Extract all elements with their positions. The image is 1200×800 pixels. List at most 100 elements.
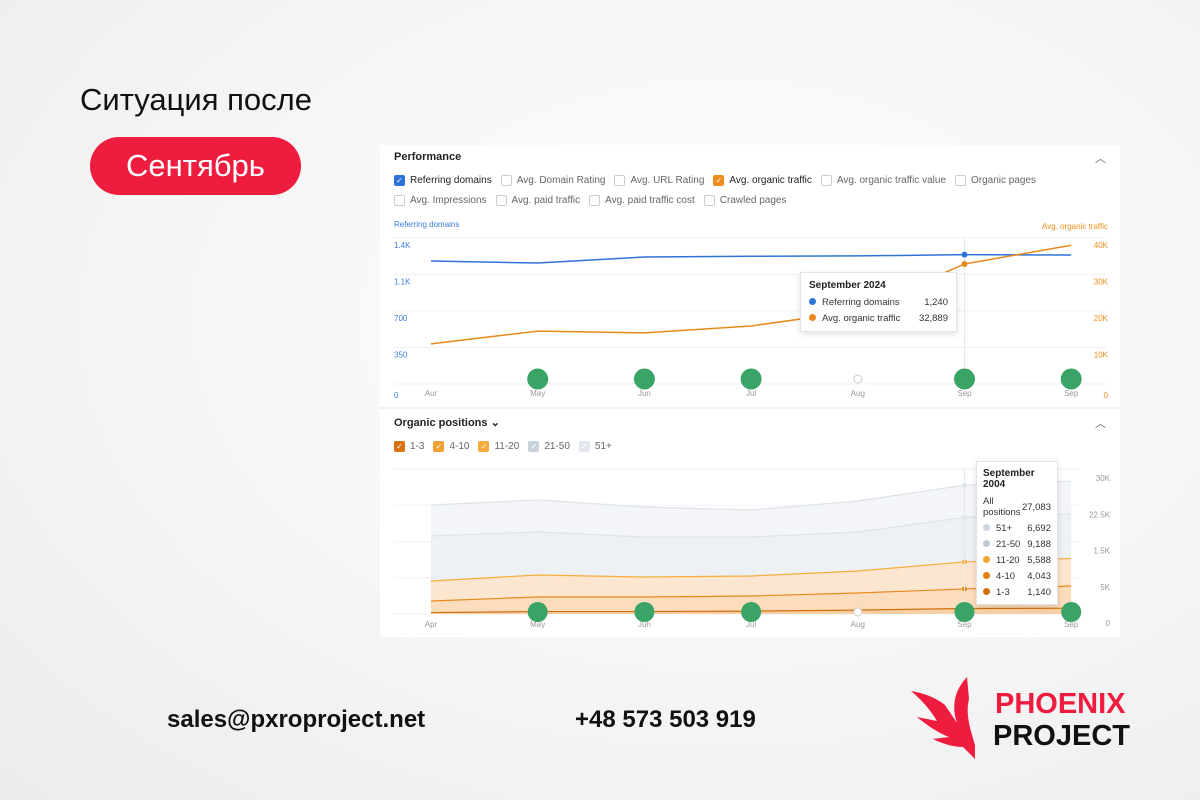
positions-title[interactable]: Organic positions ⌄ bbox=[394, 416, 500, 429]
row-value: 5,588 bbox=[1027, 555, 1051, 566]
series-dot-icon bbox=[809, 298, 816, 305]
x-tick-label: Aug bbox=[851, 620, 865, 629]
annotation-marker bbox=[954, 602, 975, 622]
right-tick-label: 30K bbox=[1096, 474, 1111, 483]
x-tick-label: Aug bbox=[851, 389, 865, 398]
series-dot-icon bbox=[983, 572, 990, 579]
annotation-marker bbox=[527, 368, 549, 390]
x-tick-label: Sep bbox=[957, 389, 972, 398]
metric-checkbox[interactable]: Organic pages bbox=[955, 175, 1036, 186]
row-value: 6,692 bbox=[1027, 523, 1051, 534]
metric-checkbox[interactable]: Avg. paid traffic bbox=[495, 195, 580, 206]
metric-checkbox[interactable]: Avg. Impressions bbox=[394, 195, 487, 206]
right-tick-label: 20K bbox=[1094, 314, 1109, 323]
performance-tooltip: September 2024 Referring domains 1,240 Avg… bbox=[800, 272, 957, 332]
series-dot-icon bbox=[983, 540, 990, 547]
annotation-marker bbox=[740, 368, 762, 390]
series-dot-icon bbox=[983, 556, 990, 563]
x-tick-label: Sep bbox=[1064, 620, 1079, 629]
tooltip-row: 11-20 5,588 bbox=[983, 555, 1051, 566]
legend-checkbox[interactable]: ✓ 51+ bbox=[578, 441, 612, 452]
checkbox-unchecked-icon bbox=[820, 175, 832, 186]
positions-tooltip: September 2004 All positions 27,083 51+ 6,… bbox=[976, 461, 1058, 605]
row-value: 1,240 bbox=[924, 297, 948, 308]
metric-label: Avg. URL Rating bbox=[630, 175, 705, 186]
x-tick-label: Sep bbox=[957, 620, 972, 629]
legend-checkbox[interactable]: ✓ 1-3 bbox=[394, 441, 424, 452]
row-label: Referring domains bbox=[822, 297, 900, 308]
metric-checkbox[interactable]: Avg. paid traffic cost bbox=[589, 195, 695, 206]
left-tick-label: 1.4K bbox=[394, 241, 411, 250]
right-tick-label: 1.5K bbox=[1094, 547, 1111, 556]
tooltip-row: 51+ 6,692 bbox=[983, 523, 1051, 534]
series-dot-icon bbox=[809, 314, 816, 321]
checkbox-checked-icon: ✓ bbox=[713, 175, 725, 186]
positions-legend: ✓ 1-3 ✓ 4-10 ✓ 11-20 ✓ 21-50 ✓ 51+ bbox=[394, 441, 621, 452]
right-tick-label: 10K bbox=[1094, 351, 1109, 360]
checkbox-unchecked-icon bbox=[703, 195, 715, 206]
series-point bbox=[961, 251, 968, 258]
area-4-10 bbox=[431, 585, 1072, 613]
checkbox-checked-icon: ✓ bbox=[578, 441, 590, 452]
tooltip-row: 21-50 9,188 bbox=[983, 539, 1051, 550]
right-axis-title: Avg. organic traffic bbox=[1042, 222, 1108, 231]
metric-label: Avg. Domain Rating bbox=[516, 175, 606, 186]
tooltip-row: 1-3 1,140 bbox=[983, 587, 1051, 598]
logo-line1: PHOENIX bbox=[995, 688, 1126, 720]
metric-checkbox[interactable]: ✓ Avg. organic traffic bbox=[713, 175, 812, 186]
row-value: 32,889 bbox=[918, 313, 948, 324]
tooltip-row: Avg. organic traffic 32,889 bbox=[809, 313, 948, 324]
area-11-20 bbox=[431, 558, 1072, 601]
checkbox-checked-icon: ✓ bbox=[478, 441, 490, 452]
metric-checkbox[interactable]: Avg. Domain Rating bbox=[500, 175, 606, 186]
annotation-marker bbox=[1061, 602, 1082, 622]
x-tick-label: Apr bbox=[425, 620, 438, 629]
left-tick-label: 350 bbox=[394, 351, 408, 360]
email-link[interactable]: sales@pxroproject.net bbox=[167, 706, 426, 733]
phoenix-project-logo: PHOENIX PROJECT bbox=[911, 677, 1130, 759]
slide-title: Ситуация после bbox=[80, 82, 312, 117]
legend-label: 11-20 bbox=[494, 441, 520, 452]
row-label: 21-50 bbox=[996, 539, 1021, 550]
tooltip-row: 4-10 4,043 bbox=[983, 571, 1051, 582]
collapse-performance-icon[interactable]: ︿ bbox=[1095, 153, 1106, 165]
annotation-marker bbox=[954, 368, 975, 390]
legend-checkbox[interactable]: ✓ 21-50 bbox=[528, 441, 570, 452]
legend-checkbox[interactable]: ✓ 11-20 bbox=[478, 441, 519, 452]
series-dot-icon bbox=[983, 588, 990, 595]
metric-checkbox[interactable]: Avg. organic traffic value bbox=[820, 175, 946, 186]
x-tick-label: Jul bbox=[746, 620, 756, 629]
annotation-marker bbox=[633, 368, 655, 390]
positions-title-text: Organic positions bbox=[394, 417, 488, 429]
legend-label: 51+ bbox=[594, 441, 612, 452]
legend-checkbox[interactable]: ✓ 4-10 bbox=[433, 441, 469, 452]
metric-checkbox[interactable]: Avg. URL Rating bbox=[614, 175, 704, 186]
row-label: Avg. organic traffic bbox=[822, 313, 901, 324]
x-tick-label: May bbox=[530, 389, 545, 398]
collapse-positions-icon[interactable]: ︿ bbox=[1095, 418, 1106, 430]
left-tick-label: 700 bbox=[394, 314, 408, 323]
total-value: 27,083 bbox=[1021, 501, 1051, 513]
row-label: 51+ bbox=[996, 523, 1013, 534]
phone-link[interactable]: +48 573 503 919 bbox=[575, 706, 756, 733]
right-tick-label: 22.5K bbox=[1089, 510, 1111, 519]
x-tick-label: Jun bbox=[638, 389, 651, 398]
right-tick-label: 40K bbox=[1094, 241, 1109, 250]
metric-checkbox[interactable]: ✓ Referring domains bbox=[394, 175, 492, 186]
annotation-marker bbox=[741, 602, 762, 622]
row-label: 11-20 bbox=[996, 555, 1020, 566]
checkbox-checked-icon: ✓ bbox=[433, 441, 445, 452]
metric-checkbox[interactable]: Crawled pages bbox=[703, 195, 786, 206]
divider bbox=[380, 407, 1120, 409]
metric-row: ✓ Referring domains Avg. Domain Rating Avg.… bbox=[394, 175, 1045, 186]
annotation-marker bbox=[527, 602, 548, 622]
x-tick-label: Aur bbox=[425, 389, 438, 398]
tooltip-row: Referring domains 1,240 bbox=[809, 297, 948, 308]
checkbox-unchecked-icon bbox=[500, 175, 512, 186]
checkbox-unchecked-icon bbox=[394, 195, 405, 206]
logo-line2: PROJECT bbox=[993, 720, 1130, 752]
tooltip-title: September 2024 bbox=[809, 280, 886, 291]
row-value: 4,043 bbox=[1027, 571, 1051, 582]
left-tick-label: 1.1K bbox=[394, 278, 411, 287]
positions-chart: 0 5K 1.5K 22.5K 30K Apr May Juh Jul Aug Sep Sep bbox=[394, 468, 1111, 629]
